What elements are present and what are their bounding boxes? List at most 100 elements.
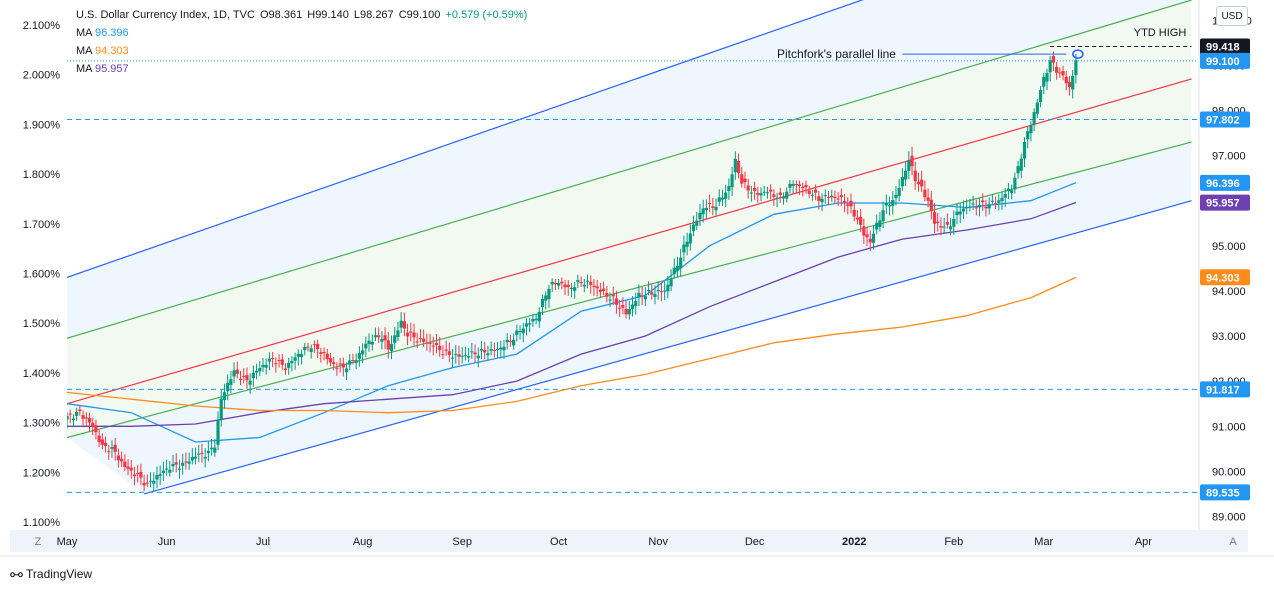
candle-body bbox=[730, 174, 734, 188]
candle-body bbox=[444, 349, 448, 351]
candle-body bbox=[666, 284, 670, 292]
candle-body bbox=[165, 468, 169, 470]
candle-body bbox=[499, 347, 503, 350]
candle-body bbox=[428, 342, 432, 344]
ohlc-close: C99.100 bbox=[398, 9, 441, 21]
candle-body bbox=[209, 447, 214, 450]
candle-body bbox=[794, 184, 798, 186]
candle-body bbox=[68, 413, 72, 415]
candle-body bbox=[132, 474, 137, 477]
candle-body bbox=[614, 298, 619, 305]
candle-body bbox=[479, 349, 484, 351]
candle-body bbox=[656, 290, 660, 292]
candle-body bbox=[556, 282, 561, 286]
moving-average-line bbox=[67, 182, 1077, 443]
candle-body bbox=[193, 456, 198, 459]
candle-body bbox=[87, 418, 92, 423]
candle-body bbox=[184, 461, 188, 463]
ma-row[interactable]: MA 95.957 bbox=[76, 60, 527, 78]
candle-body bbox=[762, 191, 766, 193]
candle-body bbox=[107, 451, 111, 453]
candle-body bbox=[618, 307, 622, 309]
time-axis-label: Dec bbox=[745, 536, 765, 548]
ohlc-open: O98.361 bbox=[259, 9, 303, 21]
left-axis-tick-label: 1.800% bbox=[23, 169, 61, 181]
candle-body bbox=[672, 267, 676, 275]
candle-body bbox=[1071, 75, 1075, 90]
candle-body bbox=[688, 233, 692, 244]
candle-body bbox=[136, 473, 140, 475]
candle-body bbox=[871, 233, 876, 243]
time-axis-label: Sep bbox=[452, 536, 472, 548]
currency-button[interactable]: USD bbox=[1216, 6, 1248, 26]
ma-label: MA bbox=[76, 63, 92, 75]
candle-body bbox=[389, 343, 394, 352]
candle-body bbox=[1048, 60, 1052, 73]
candle-body bbox=[791, 183, 795, 186]
candle-body bbox=[904, 170, 908, 180]
pitchfork-inner-lower-line bbox=[67, 141, 1192, 439]
candle-body bbox=[756, 193, 760, 195]
candle-body bbox=[425, 342, 429, 344]
candle-body bbox=[187, 461, 191, 464]
candle-body bbox=[836, 198, 840, 200]
candle-body bbox=[103, 442, 108, 446]
candle-body bbox=[251, 372, 255, 379]
candle-body bbox=[820, 198, 824, 203]
ohlc-low: L98.267 bbox=[353, 9, 394, 21]
candle-body bbox=[653, 294, 657, 298]
ma-row[interactable]: MA 94.303 bbox=[76, 42, 527, 60]
ma-row[interactable]: MA 96.396 bbox=[76, 24, 527, 42]
candle-body bbox=[299, 353, 304, 357]
zoom-corner-button[interactable]: Z bbox=[34, 536, 42, 548]
candle-body bbox=[264, 364, 268, 368]
candle-body bbox=[727, 186, 731, 191]
candle-body bbox=[1013, 177, 1017, 190]
candle-body bbox=[274, 363, 278, 365]
price-label-bg bbox=[1200, 174, 1250, 191]
candle-body bbox=[380, 339, 384, 342]
right-axis-tick-label: 89.000 bbox=[1212, 511, 1246, 523]
price-label: 99.100 bbox=[1206, 56, 1240, 68]
ohlc-change: +0.579 (+0.59%) bbox=[445, 9, 528, 21]
moving-average-line bbox=[67, 276, 1077, 414]
candle-body bbox=[434, 342, 439, 346]
ma-value: 96.396 bbox=[94, 27, 129, 39]
brand-name: TradingView bbox=[26, 567, 93, 581]
candle-body bbox=[219, 398, 223, 420]
candle-body bbox=[67, 415, 69, 420]
candle-body bbox=[171, 463, 175, 467]
candle-body bbox=[306, 346, 310, 348]
candle-body bbox=[190, 457, 194, 461]
candle-body bbox=[367, 340, 371, 344]
candle-body bbox=[293, 357, 297, 361]
ma-label: MA bbox=[76, 27, 92, 39]
candle-body bbox=[675, 265, 680, 271]
candle-body bbox=[351, 360, 355, 362]
candle-body bbox=[785, 191, 789, 199]
candle-body bbox=[1019, 158, 1023, 171]
tradingview-brand[interactable]: ⧟ TradingView bbox=[10, 566, 92, 582]
candle-body bbox=[447, 351, 451, 355]
candle-body bbox=[415, 341, 419, 343]
candle-body bbox=[174, 462, 178, 465]
candle-body bbox=[948, 226, 953, 230]
candle-body bbox=[769, 189, 773, 192]
candle-body bbox=[997, 200, 1001, 203]
candle-body bbox=[145, 482, 149, 484]
candle-body bbox=[724, 192, 728, 199]
candle-body bbox=[422, 338, 426, 342]
candle-body bbox=[736, 160, 741, 173]
candle-body bbox=[1038, 89, 1043, 103]
price-label: 94.303 bbox=[1206, 272, 1240, 284]
tradingview-logo-icon: ⧟ bbox=[10, 566, 23, 581]
auto-scale-button[interactable]: A bbox=[1229, 536, 1237, 548]
candle-body bbox=[974, 207, 978, 209]
candle-body bbox=[961, 208, 966, 212]
candle-body bbox=[200, 452, 204, 454]
candle-body bbox=[894, 194, 898, 199]
candle-body bbox=[489, 349, 493, 351]
candle-body bbox=[932, 212, 937, 224]
chart-legend: U.S. Dollar Currency Index, 1D, TVC O98.… bbox=[76, 6, 527, 78]
